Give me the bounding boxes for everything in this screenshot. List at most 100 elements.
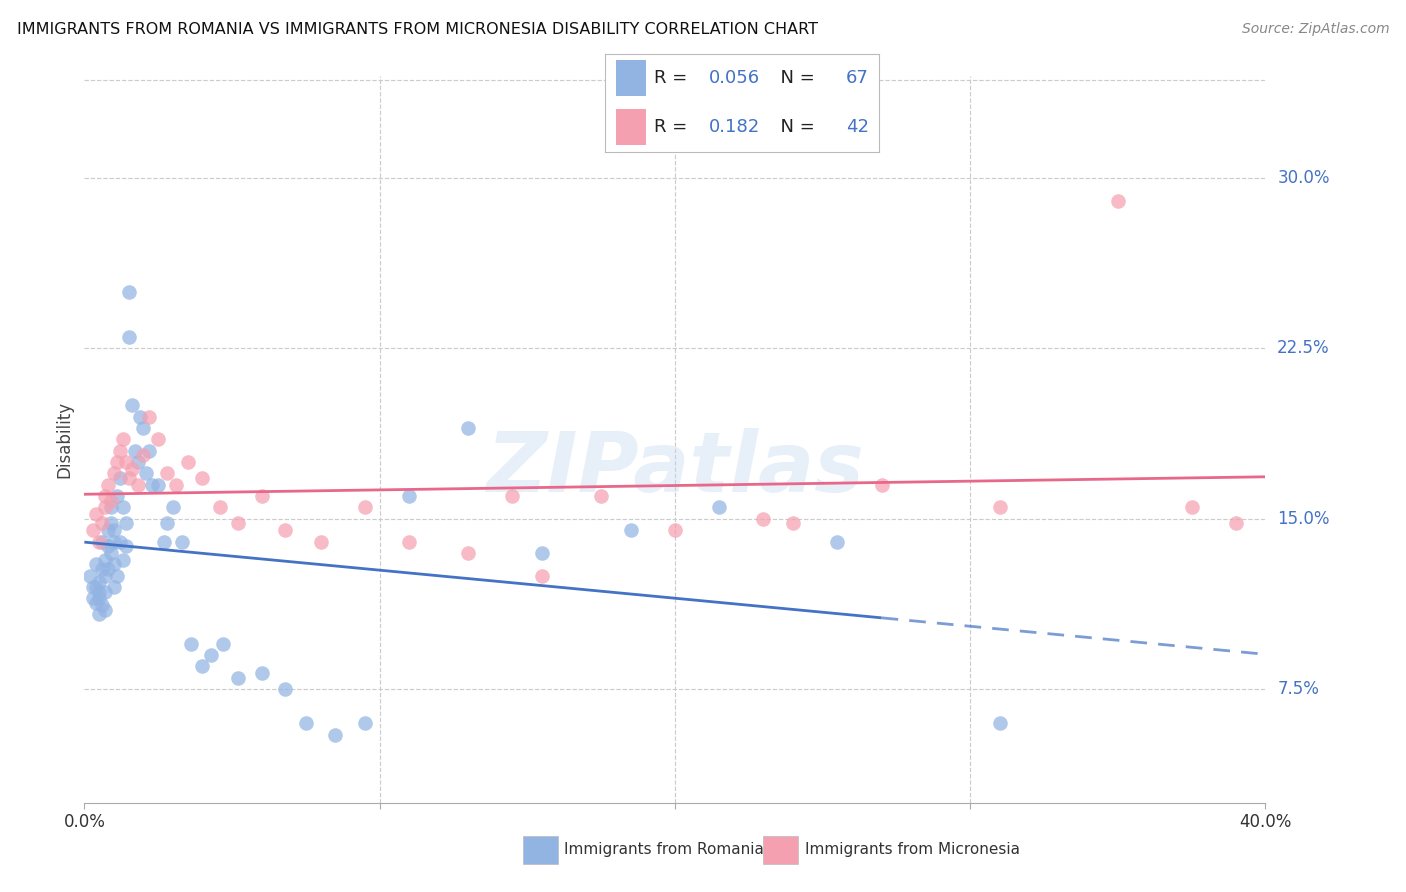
- Point: [620, 523, 643, 537]
- Point: [103, 534, 125, 549]
- Point: [295, 716, 318, 731]
- Text: N =: N =: [769, 118, 821, 136]
- Point: [132, 448, 155, 462]
- Point: [170, 534, 193, 549]
- Point: [91, 516, 114, 531]
- Point: [827, 534, 849, 549]
- Point: [87, 534, 111, 549]
- Point: [531, 568, 554, 582]
- Point: [274, 523, 297, 537]
- Point: [103, 523, 125, 537]
- Point: [988, 716, 1011, 731]
- Point: [501, 489, 523, 503]
- Point: [87, 584, 111, 599]
- Point: [398, 534, 420, 549]
- Point: [148, 477, 170, 491]
- Point: [114, 539, 136, 553]
- Bar: [616, 110, 645, 145]
- Point: [118, 285, 141, 299]
- Point: [325, 728, 347, 742]
- Point: [354, 716, 377, 731]
- Text: 0.056: 0.056: [709, 69, 759, 87]
- Point: [165, 477, 187, 491]
- Point: [87, 607, 111, 622]
- Point: [103, 580, 125, 594]
- Point: [118, 330, 141, 344]
- Point: [108, 443, 131, 458]
- Point: [274, 682, 297, 697]
- Point: [97, 562, 120, 576]
- Point: [94, 489, 117, 503]
- Point: [87, 575, 111, 590]
- Point: [82, 523, 104, 537]
- Point: [111, 500, 134, 515]
- Text: IMMIGRANTS FROM ROMANIA VS IMMIGRANTS FROM MICRONESIA DISABILITY CORRELATION CHA: IMMIGRANTS FROM ROMANIA VS IMMIGRANTS FR…: [17, 22, 818, 37]
- Point: [250, 666, 273, 681]
- Point: [114, 516, 136, 531]
- Point: [209, 500, 232, 515]
- Point: [100, 516, 122, 531]
- Point: [782, 516, 804, 531]
- Point: [97, 477, 120, 491]
- Point: [111, 432, 134, 446]
- Point: [118, 471, 141, 485]
- Point: [132, 421, 155, 435]
- Text: 15.0%: 15.0%: [1277, 510, 1330, 528]
- Point: [84, 596, 107, 610]
- Point: [127, 455, 149, 469]
- Point: [114, 455, 136, 469]
- Point: [309, 534, 332, 549]
- Point: [1107, 194, 1129, 208]
- Point: [91, 534, 114, 549]
- Point: [127, 477, 149, 491]
- Point: [191, 659, 214, 673]
- Point: [97, 539, 120, 553]
- Point: [100, 500, 122, 515]
- Point: [250, 489, 273, 503]
- Point: [212, 637, 235, 651]
- Point: [121, 398, 143, 412]
- Point: [108, 534, 131, 549]
- Point: [177, 455, 200, 469]
- Point: [226, 671, 249, 685]
- Text: 22.5%: 22.5%: [1277, 340, 1330, 358]
- Point: [457, 421, 479, 435]
- Point: [180, 637, 202, 651]
- Point: [191, 471, 214, 485]
- Text: R =: R =: [654, 118, 699, 136]
- Point: [79, 568, 101, 582]
- Point: [709, 500, 731, 515]
- Text: 42: 42: [846, 118, 869, 136]
- Text: N =: N =: [769, 69, 821, 87]
- Point: [105, 489, 128, 503]
- Point: [398, 489, 420, 503]
- Point: [91, 598, 114, 612]
- Point: [84, 558, 107, 572]
- Point: [94, 552, 117, 566]
- Point: [870, 477, 893, 491]
- Point: [84, 508, 107, 522]
- Text: 7.5%: 7.5%: [1277, 681, 1319, 698]
- Bar: [523, 836, 558, 863]
- Point: [94, 568, 117, 582]
- Point: [141, 477, 163, 491]
- Point: [103, 558, 125, 572]
- Point: [103, 467, 125, 481]
- Point: [138, 443, 160, 458]
- Text: 30.0%: 30.0%: [1277, 169, 1330, 187]
- Point: [354, 500, 377, 515]
- Bar: [763, 836, 799, 863]
- Point: [87, 591, 111, 606]
- Point: [105, 455, 128, 469]
- Point: [129, 409, 152, 424]
- Point: [1225, 516, 1247, 531]
- Point: [108, 471, 131, 485]
- Point: [531, 546, 554, 560]
- Text: Source: ZipAtlas.com: Source: ZipAtlas.com: [1241, 22, 1389, 37]
- Point: [226, 516, 249, 531]
- Point: [752, 512, 775, 526]
- Point: [591, 489, 613, 503]
- Point: [84, 580, 107, 594]
- Point: [156, 467, 179, 481]
- Text: 0.182: 0.182: [709, 118, 761, 136]
